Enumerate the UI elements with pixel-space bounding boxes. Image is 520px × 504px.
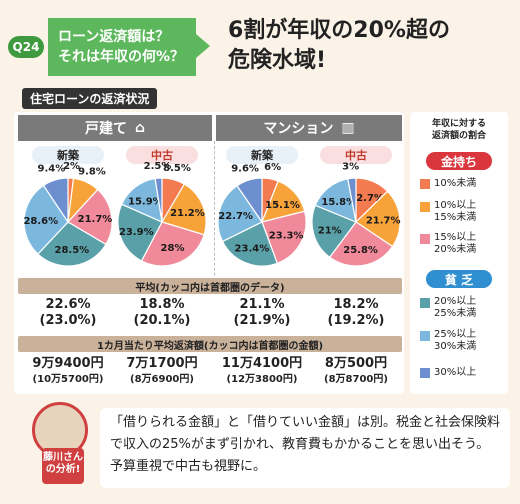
pie-0-label-1: 9.8%: [78, 166, 106, 177]
sub-label-house-used: 中古: [126, 146, 198, 164]
question-line-1: ローン返済額は？: [58, 29, 170, 45]
section-label: 住宅ローンの返済状況: [22, 88, 158, 109]
pie-1-label-0: 8.5%: [163, 163, 191, 174]
avg-house-used: 18.8%: [139, 297, 185, 312]
pie-3-label-5: 3%: [342, 161, 359, 172]
headline-line-2: 危険水域!: [228, 48, 327, 73]
sub-label-house-new: 新築: [32, 146, 104, 164]
sub-label-mansion-new: 新築: [226, 146, 298, 164]
pie-1-label-4: 15.9%: [128, 196, 163, 207]
pie-0-slice-3: [37, 221, 107, 267]
pie-0-slice-2: [67, 188, 113, 246]
group-divider: [214, 141, 216, 286]
legend-title-line-1: 年収に対する: [431, 119, 486, 129]
pie-1-slice-5: [154, 177, 163, 223]
pie-0-label-4: 28.6%: [23, 216, 58, 227]
avg-tokyo-mansion-new: (21.9%): [233, 313, 291, 328]
question-line-2: それは年収の何%？: [58, 49, 185, 65]
group-label-mansion: マンション: [263, 121, 334, 137]
pie-2-label-5: 9.6%: [231, 164, 259, 175]
avg-mansion-used: 18.2%: [333, 297, 379, 312]
legend-swatch-30: [420, 331, 430, 341]
pie-2-label-1: 15.1%: [265, 200, 300, 211]
analyst-tag: 藤川さん の分析!: [42, 448, 84, 484]
poor-label: 貧 乏: [426, 270, 492, 288]
analyst-name: 藤川さん: [43, 452, 83, 463]
pie-3-slice-1: [355, 190, 401, 248]
legend-text-30plus: 30%以上: [434, 367, 477, 378]
group-label-house: 戸建て: [84, 121, 127, 137]
headline-line-1: 6割が年収の20%超の: [228, 18, 450, 43]
sub-label-mansion-used: 中古: [320, 146, 392, 164]
pie-2-label-0: 6%: [264, 162, 281, 173]
pie-1-label-3: 23.9%: [119, 227, 154, 238]
pie-3-slice-5: [347, 177, 357, 223]
pie-1-slice-3: [117, 203, 163, 262]
legend-text-30: 25%以上 30%未満: [434, 329, 477, 352]
avg-house-new: 22.6%: [45, 297, 91, 312]
avg-tokyo-house-used: (20.1%): [133, 313, 191, 328]
legend-swatch-10: [420, 179, 430, 189]
pie-0-slice-4: [23, 184, 69, 255]
pie-0-label-5: 9.4%: [38, 163, 66, 174]
analyst-caption: の分析!: [45, 464, 81, 475]
question-box: ローン返済額は？ それは年収の何%？: [48, 18, 196, 76]
rich-label: 金持ち: [426, 152, 492, 170]
pie-3-label-4: 15.8%: [321, 197, 356, 208]
house-icon: ⌂: [134, 120, 146, 136]
pie-0-label-2: 21.7%: [78, 214, 113, 225]
legend-text-25: 20%以上 25%未満: [434, 296, 477, 319]
pie-3-label-2: 25.8%: [343, 245, 378, 256]
pie-0-label-0: 2%: [63, 161, 80, 172]
question-arrow: [196, 34, 210, 58]
question-number-badge: Q24: [8, 36, 44, 58]
monthly-tokyo-mansion-new: (12万3800円): [226, 374, 298, 385]
analysis-text: 「借りられる金額」と「借りていい金額」は別。税金と社会保険料で収入の25%がまず…: [100, 408, 510, 488]
avg-tokyo-house-new: (23.0%): [39, 313, 97, 328]
headline: 6割が年収の20%超の 危険水域!: [228, 16, 450, 76]
pie-0-slice-5: [42, 177, 69, 224]
group-header-house: 戸建て ⌂: [18, 115, 212, 141]
group-header-mansion: マンション ▥: [216, 115, 402, 141]
pie-3-label-0: 12.7%: [349, 193, 384, 204]
legend-title: 年収に対する 返済額の割合: [410, 118, 508, 142]
legend-swatch-30plus: [420, 368, 430, 378]
monthly-mansion-new: 11万4100円: [221, 356, 303, 371]
pie-0-label-3: 28.5%: [54, 245, 89, 256]
pie-2-label-3: 23.4%: [235, 243, 270, 254]
pie-3-slice-3: [311, 204, 357, 259]
legend-swatch-15: [420, 202, 430, 212]
pie-1-label-5: 2.5%: [144, 161, 172, 172]
pie-2-slice-3: [221, 221, 279, 267]
pie-2-slice-5: [236, 177, 263, 224]
monthly-band: 1カ月当たり平均返済額(カッコ内は首都圏の金額): [18, 336, 402, 352]
monthly-mansion-used: 8万500円: [324, 356, 388, 371]
legend-swatch-20: [420, 234, 430, 244]
legend-swatch-25: [420, 298, 430, 308]
building-icon: ▥: [341, 120, 355, 136]
pie-1-slice-2: [140, 221, 205, 267]
legend-text-10: 10%未満: [434, 178, 477, 189]
pie-2-label-4: 22.7%: [218, 211, 253, 222]
pie-1-label-2: 28%: [161, 243, 185, 254]
pie-2-label-2: 23.3%: [269, 231, 304, 242]
monthly-house-used: 7万1700円: [126, 356, 198, 371]
pie-2-slice-4: [217, 184, 263, 243]
monthly-tokyo-house-used: (8万6900円): [130, 374, 194, 385]
legend-text-15: 10%以上 15%未満: [434, 200, 477, 223]
avg-mansion-new: 21.1%: [239, 297, 285, 312]
pie-1-slice-1: [161, 183, 207, 236]
pie-3-label-3: 21%: [318, 225, 342, 236]
avg-tokyo-mansion-used: (19.2%): [327, 313, 385, 328]
pie-3-slice-2: [328, 221, 394, 267]
pie-1-label-1: 21.2%: [170, 208, 205, 219]
monthly-tokyo-mansion-used: (8万8700円): [324, 374, 388, 385]
monthly-tokyo-house-new: (10万5700円): [32, 374, 104, 385]
pie-3-label-1: 21.7%: [366, 216, 401, 227]
monthly-house-new: 9万9400円: [32, 356, 104, 371]
legend-title-line-2: 返済額の割合: [431, 131, 486, 141]
legend-text-20: 15%以上 20%未満: [434, 232, 477, 255]
average-band: 平均(カッコ内は首都圏のデータ): [18, 278, 402, 294]
